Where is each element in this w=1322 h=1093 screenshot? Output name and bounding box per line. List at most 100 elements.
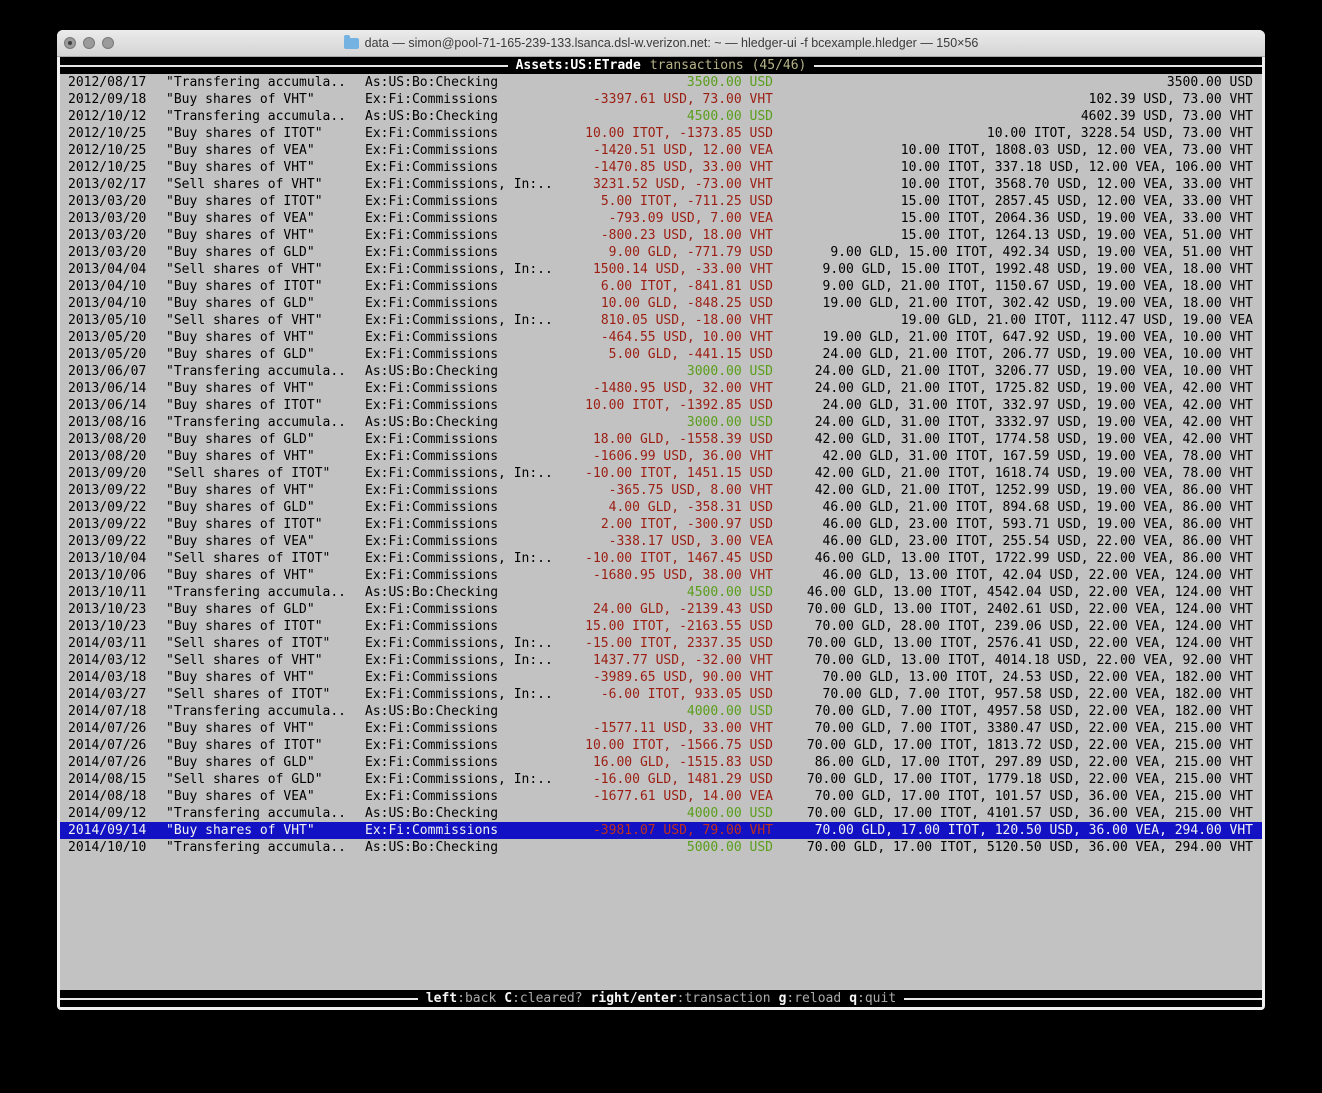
transaction-row[interactable]: 2014/07/26 "Buy shares of ITOT" Ex:Fi:Comm… (60, 737, 1262, 754)
transaction-row[interactable]: 2013/10/04 "Sell shares of ITOT" Ex:Fi:Com… (60, 550, 1262, 567)
transaction-row[interactable]: 2013/10/06 "Buy shares of VHT" Ex:Fi:Commi… (60, 567, 1262, 584)
transaction-row[interactable]: 2013/05/10 "Sell shares of VHT" Ex:Fi:Comm… (60, 312, 1262, 329)
txn-desc: "Buy shares of GLD" (166, 296, 315, 311)
txn-account: Ex:Fi:Commissions (365, 721, 499, 736)
txn-desc: "Buy shares of ITOT" (166, 279, 323, 294)
transaction-row[interactable]: 2013/03/20 "Buy shares of VHT" Ex:Fi:Commi… (60, 227, 1262, 244)
txn-date: 2013/09/22 (68, 534, 147, 549)
transaction-row[interactable]: 2013/06/14 "Buy shares of ITOT" Ex:Fi:Comm… (60, 397, 1262, 414)
transaction-row[interactable]: 2013/05/20 "Buy shares of VHT" Ex:Fi:Commi… (60, 329, 1262, 346)
transaction-row[interactable]: 2013/09/22 "Buy shares of GLD" Ex:Fi:Commi… (60, 499, 1262, 516)
txn-balance: 19.00 GLD, 21.00 ITOT, 1112.47 USD, 19.0… (900, 313, 1253, 328)
minimize-button[interactable] (83, 37, 95, 49)
transaction-row[interactable]: 2014/08/18 "Buy shares of VEA" Ex:Fi:Commi… (60, 788, 1262, 805)
txn-change: -10.00 ITOT, 1451.15 USD (585, 466, 773, 481)
txn-balance: 19.00 GLD, 21.00 ITOT, 302.42 USD, 19.00… (822, 296, 1253, 311)
transaction-row[interactable]: 2014/09/12 "Transfering accumula.. As:US:B… (60, 805, 1262, 822)
footer-key: q (849, 991, 858, 1006)
txn-date: 2014/08/18 (68, 789, 147, 804)
transaction-row[interactable]: 2013/02/17 "Sell shares of VHT" Ex:Fi:Comm… (60, 176, 1262, 193)
transaction-row[interactable]: 2014/10/10 "Transfering accumula.. As:US:B… (60, 839, 1262, 856)
transaction-row[interactable]: 2014/03/27 "Sell shares of ITOT" Ex:Fi:Com… (60, 686, 1262, 703)
txn-change: -1577.11 USD, 33.00 VHT (592, 721, 773, 736)
txn-change: 1500.14 USD, -33.00 VHT (592, 262, 773, 277)
txn-date: 2013/03/20 (68, 245, 147, 260)
transaction-row[interactable]: 2014/03/11 "Sell shares of ITOT" Ex:Fi:Com… (60, 635, 1262, 652)
txn-date: 2012/10/25 (68, 143, 147, 158)
transaction-row[interactable]: 2013/06/14 "Buy shares of VHT" Ex:Fi:Commi… (60, 380, 1262, 397)
txn-account: As:US:Bo:Checking (365, 364, 499, 379)
txn-desc: "Transfering accumula.. (166, 840, 347, 855)
transaction-row[interactable]: 2012/10/12 "Transfering accumula.. As:US:B… (60, 108, 1262, 125)
txn-desc: "Transfering accumula.. (166, 75, 347, 90)
transaction-row[interactable]: 2013/04/10 "Buy shares of GLD" Ex:Fi:Commi… (60, 295, 1262, 312)
transaction-row[interactable]: 2013/09/22 "Buy shares of VEA" Ex:Fi:Commi… (60, 533, 1262, 550)
footer-key: right/enter (590, 991, 677, 1006)
txn-account: Ex:Fi:Commissions (365, 568, 499, 583)
transaction-row[interactable]: 2012/08/17 "Transfering accumula.. As:US:B… (60, 74, 1262, 91)
transaction-row[interactable]: 2013/10/23 "Buy shares of ITOT" Ex:Fi:Comm… (60, 618, 1262, 635)
transaction-row[interactable]: 2013/03/20 "Buy shares of GLD" Ex:Fi:Commi… (60, 244, 1262, 261)
txn-date: 2013/10/23 (68, 619, 147, 634)
transaction-row[interactable]: 2013/08/20 "Buy shares of VHT" Ex:Fi:Commi… (60, 448, 1262, 465)
close-button[interactable] (64, 37, 76, 49)
transaction-row[interactable]: 2013/03/20 "Buy shares of ITOT" Ex:Fi:Comm… (60, 193, 1262, 210)
transaction-row[interactable]: 2013/06/07 "Transfering accumula.. As:US:B… (60, 363, 1262, 380)
txn-date: 2014/03/27 (68, 687, 147, 702)
transaction-row[interactable]: 2014/03/18 "Buy shares of VHT" Ex:Fi:Commi… (60, 669, 1262, 686)
close-dot-icon (68, 41, 72, 45)
txn-date: 2014/07/26 (68, 738, 147, 753)
transaction-row[interactable]: 2014/08/15 "Sell shares of GLD" Ex:Fi:Comm… (60, 771, 1262, 788)
transaction-row[interactable]: 2013/08/20 "Buy shares of GLD" Ex:Fi:Commi… (60, 431, 1262, 448)
screen-account-name: Assets:US:ETrade (515, 58, 641, 73)
txn-balance: 70.00 GLD, 17.00 ITOT, 5120.50 USD, 36.0… (806, 840, 1253, 855)
txn-date: 2013/03/20 (68, 211, 147, 226)
txn-desc: "Buy shares of ITOT" (166, 398, 323, 413)
txn-date: 2013/10/06 (68, 568, 147, 583)
transaction-row[interactable]: 2013/04/04 "Sell shares of VHT" Ex:Fi:Comm… (60, 261, 1262, 278)
txn-balance: 10.00 ITOT, 1808.03 USD, 12.00 VEA, 73.0… (900, 143, 1253, 158)
txn-change: -3981.07 USD, 79.00 VHT (592, 823, 773, 838)
transaction-row[interactable]: 2013/09/22 "Buy shares of VHT" Ex:Fi:Commi… (60, 482, 1262, 499)
transaction-row[interactable]: 2013/04/10 "Buy shares of ITOT" Ex:Fi:Comm… (60, 278, 1262, 295)
txn-desc: "Buy shares of VHT" (166, 823, 315, 838)
transaction-row[interactable]: 2013/08/16 "Transfering accumula.. As:US:B… (60, 414, 1262, 431)
footer-key: C (504, 991, 513, 1006)
txn-change: -3989.65 USD, 90.00 VHT (592, 670, 773, 685)
txn-desc: "Buy shares of VHT" (166, 160, 315, 175)
txn-account: Ex:Fi:Commissions, In:.. (365, 772, 553, 787)
transaction-row[interactable]: 2012/10/25 "Buy shares of VHT" Ex:Fi:Commi… (60, 159, 1262, 176)
transaction-row[interactable]: 2012/10/25 "Buy shares of ITOT" Ex:Fi:Comm… (60, 125, 1262, 142)
transaction-row[interactable]: 2014/07/18 "Transfering accumula.. As:US:B… (60, 703, 1262, 720)
txn-balance: 19.00 GLD, 21.00 ITOT, 647.92 USD, 19.00… (822, 330, 1253, 345)
transaction-row[interactable]: 2014/09/14 "Buy shares of VHT" Ex:Fi:Commi… (60, 822, 1262, 839)
terminal-screen[interactable]: Assets:US:ETrade transactions (45/46) 201… (60, 57, 1262, 1007)
txn-date: 2014/10/10 (68, 840, 147, 855)
txn-change: -6.00 ITOT, 933.05 USD (600, 687, 773, 702)
transaction-row[interactable]: 2012/10/25 "Buy shares of VEA" Ex:Fi:Commi… (60, 142, 1262, 159)
txn-change: -365.75 USD, 8.00 VHT (608, 483, 773, 498)
txn-change: 10.00 ITOT, -1392.85 USD (585, 398, 773, 413)
zoom-button[interactable] (102, 37, 114, 49)
txn-date: 2013/10/04 (68, 551, 147, 566)
txn-balance: 15.00 ITOT, 1264.13 USD, 19.00 VEA, 51.0… (900, 228, 1253, 243)
txn-balance: 70.00 GLD, 7.00 ITOT, 4957.58 USD, 22.00… (814, 704, 1253, 719)
txn-change: 1437.77 USD, -32.00 VHT (592, 653, 773, 668)
transaction-row[interactable]: 2014/03/12 "Sell shares of VHT" Ex:Fi:Comm… (60, 652, 1262, 669)
window-titlebar[interactable]: data — simon@pool-71-165-239-133.lsanca.… (57, 30, 1265, 57)
transaction-row[interactable]: 2013/05/20 "Buy shares of GLD" Ex:Fi:Commi… (60, 346, 1262, 363)
transaction-row[interactable]: 2013/09/22 "Buy shares of ITOT" Ex:Fi:Comm… (60, 516, 1262, 533)
txn-account: Ex:Fi:Commissions, In:.. (365, 653, 553, 668)
transaction-row[interactable]: 2014/07/26 "Buy shares of GLD" Ex:Fi:Commi… (60, 754, 1262, 771)
txn-balance: 24.00 GLD, 31.00 ITOT, 3332.97 USD, 19.0… (814, 415, 1253, 430)
txn-account: Ex:Fi:Commissions, In:.. (365, 177, 553, 192)
transaction-row[interactable]: 2012/09/18 "Buy shares of VHT" Ex:Fi:Commi… (60, 91, 1262, 108)
transaction-row[interactable]: 2013/03/20 "Buy shares of VEA" Ex:Fi:Commi… (60, 210, 1262, 227)
transaction-row[interactable]: 2013/09/20 "Sell shares of ITOT" Ex:Fi:Com… (60, 465, 1262, 482)
transaction-row[interactable]: 2013/10/11 "Transfering accumula.. As:US:B… (60, 584, 1262, 601)
transaction-row[interactable]: 2013/10/23 "Buy shares of GLD" Ex:Fi:Commi… (60, 601, 1262, 618)
transaction-row[interactable]: 2014/07/26 "Buy shares of VHT" Ex:Fi:Commi… (60, 720, 1262, 737)
screen-title: Assets:US:ETrade transactions (45/46) (507, 57, 815, 74)
txn-date: 2014/03/18 (68, 670, 147, 685)
txn-balance: 46.00 GLD, 13.00 ITOT, 1722.99 USD, 22.0… (814, 551, 1253, 566)
